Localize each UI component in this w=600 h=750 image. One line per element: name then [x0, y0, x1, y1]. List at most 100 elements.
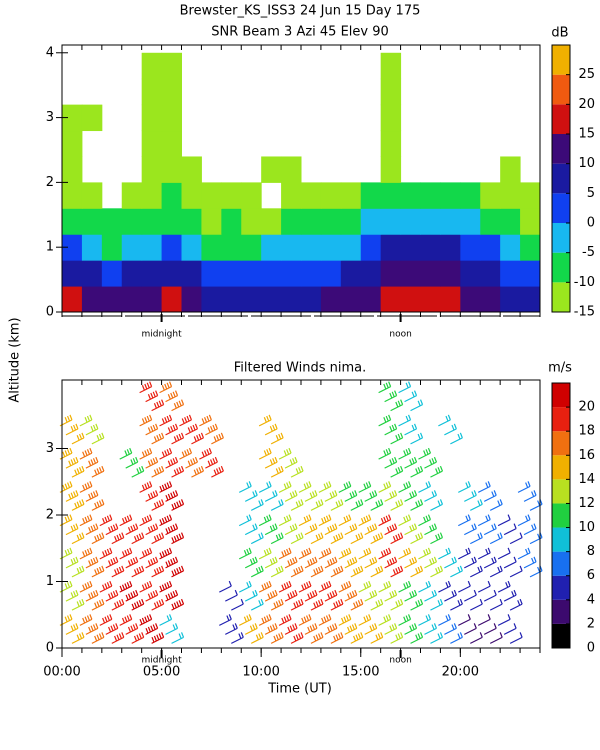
barb-stroke [306, 515, 310, 522]
barb-stroke [125, 594, 129, 601]
barb-stroke [219, 585, 232, 593]
barb-stroke [278, 633, 282, 639]
barb-stroke [180, 565, 185, 572]
barb-stroke [153, 469, 157, 475]
barb-stroke [165, 627, 178, 635]
barb-stroke [74, 469, 78, 475]
barb-stroke [388, 614, 392, 620]
colorbar-tick-label: 10 [578, 156, 595, 171]
barb-stroke [129, 547, 133, 554]
colorbar-band [552, 223, 570, 253]
barb-stroke [127, 593, 132, 599]
barb-stroke [158, 467, 162, 473]
barb-stroke [121, 551, 126, 557]
barb-stroke [383, 616, 387, 622]
barb-stroke [360, 565, 364, 572]
barb-stroke [84, 483, 88, 489]
barb-stroke [139, 618, 143, 625]
barb-stroke [204, 450, 208, 456]
barb-stroke [389, 559, 393, 565]
barb-stroke [152, 557, 156, 564]
snr-cell [141, 104, 163, 132]
barb-stroke [491, 524, 495, 531]
wind-barb [477, 580, 503, 611]
barb-stroke [444, 561, 457, 569]
barb-stroke [96, 435, 100, 441]
barb-stroke [130, 525, 134, 532]
barb-stroke [404, 395, 417, 403]
barb-stroke [141, 418, 145, 424]
barb-stroke [375, 501, 379, 507]
barb-stroke [155, 490, 159, 496]
barb-stroke [298, 600, 302, 606]
barb-stroke [161, 484, 165, 491]
barb-stroke [274, 456, 278, 463]
y-tick-label: 4 [46, 45, 54, 60]
barb-stroke [121, 598, 125, 605]
x-tick-label: 05:00 [143, 665, 180, 680]
barb-stroke [141, 551, 145, 557]
barb-stroke [133, 569, 138, 575]
barb-stroke [467, 580, 471, 587]
barb-stroke [294, 589, 298, 596]
barb-stroke [136, 634, 140, 640]
barb-stroke [470, 570, 483, 578]
wind-barb [278, 514, 304, 545]
wind-barb [278, 614, 304, 644]
barb-stroke [95, 456, 99, 463]
wind-barb [159, 580, 185, 611]
barb-stroke [135, 589, 139, 596]
barb-stroke [380, 598, 384, 605]
barb-stroke [216, 435, 220, 441]
barb-stroke [318, 633, 322, 639]
colorbar-tick-label: 0 [587, 641, 595, 656]
barb-stroke [170, 525, 174, 532]
barb-stroke [158, 433, 162, 440]
wind-barb [358, 514, 384, 545]
colorbar-tick-label: 4 [587, 592, 595, 607]
snr-cell [400, 286, 421, 313]
barb-stroke [79, 500, 83, 506]
barb-stroke [188, 414, 193, 421]
barb-stroke [167, 493, 171, 500]
y-tick-label: 2 [46, 175, 54, 190]
wind-barb [477, 481, 503, 511]
wind-barb [278, 481, 304, 511]
barb-stroke [269, 592, 273, 598]
barb-stroke [307, 626, 311, 633]
barb-stroke [499, 565, 503, 572]
barb-stroke [161, 551, 165, 557]
barb-stroke [374, 556, 378, 563]
snr-cell [221, 208, 242, 235]
barb-stroke [164, 450, 168, 456]
barb-stroke [450, 437, 463, 445]
barb-stroke [312, 591, 316, 597]
barb-stroke [450, 636, 463, 644]
barb-stroke [92, 624, 97, 630]
barb-stroke [192, 458, 196, 464]
barb-stroke [168, 580, 173, 587]
barb-stroke [101, 632, 105, 638]
wind-barb [139, 580, 165, 611]
barb-stroke [159, 552, 163, 558]
barb-stroke [275, 568, 279, 574]
barb-stroke [266, 548, 270, 555]
snr-cell [380, 52, 402, 80]
colorbar-tick-label: 2 [587, 616, 595, 631]
barb-stroke [280, 499, 284, 505]
barb-stroke [287, 626, 291, 633]
barb-stroke [92, 591, 97, 597]
barb-stroke [477, 533, 481, 540]
barb-stroke [116, 634, 120, 640]
barb-stroke [126, 449, 130, 455]
snr-cell [400, 208, 421, 235]
barb-stroke [70, 625, 74, 631]
barb-stroke [405, 548, 409, 555]
barb-stroke [303, 516, 307, 523]
barb-stroke [95, 623, 99, 629]
barb-stroke [275, 601, 279, 607]
barb-stroke [67, 449, 71, 455]
barb-stroke [174, 523, 179, 529]
barb-stroke [67, 615, 71, 621]
barb-stroke [331, 491, 336, 497]
